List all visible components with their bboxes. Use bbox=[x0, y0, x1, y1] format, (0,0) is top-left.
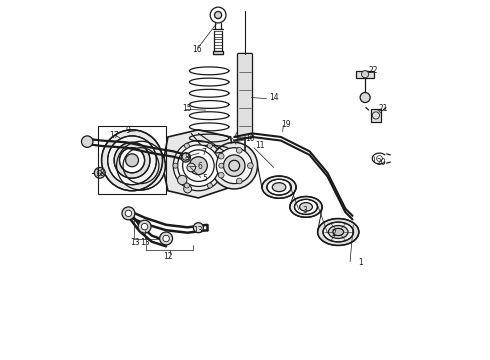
Text: 21: 21 bbox=[378, 104, 388, 113]
Text: 22: 22 bbox=[368, 66, 377, 75]
Circle shape bbox=[215, 12, 221, 19]
Circle shape bbox=[236, 178, 242, 184]
Text: 13: 13 bbox=[130, 238, 139, 247]
Circle shape bbox=[177, 145, 219, 186]
Text: 4: 4 bbox=[234, 132, 239, 141]
Circle shape bbox=[211, 142, 258, 189]
Circle shape bbox=[187, 163, 196, 172]
Ellipse shape bbox=[333, 228, 343, 235]
Circle shape bbox=[173, 140, 223, 191]
Circle shape bbox=[236, 148, 242, 153]
Circle shape bbox=[219, 172, 224, 178]
Ellipse shape bbox=[323, 222, 353, 242]
Ellipse shape bbox=[267, 179, 291, 195]
Circle shape bbox=[114, 142, 150, 178]
Text: 20: 20 bbox=[377, 158, 387, 167]
Text: 6: 6 bbox=[197, 162, 202, 171]
Ellipse shape bbox=[290, 197, 322, 217]
Polygon shape bbox=[163, 130, 234, 198]
Circle shape bbox=[184, 143, 190, 148]
Circle shape bbox=[81, 136, 93, 147]
Circle shape bbox=[223, 155, 245, 176]
Text: 18: 18 bbox=[95, 169, 104, 178]
Ellipse shape bbox=[294, 199, 318, 215]
Circle shape bbox=[141, 224, 148, 230]
Circle shape bbox=[207, 183, 212, 188]
Text: 5: 5 bbox=[202, 174, 207, 183]
Ellipse shape bbox=[272, 183, 286, 192]
Text: 15: 15 bbox=[183, 104, 192, 113]
Text: 7: 7 bbox=[201, 148, 206, 157]
Circle shape bbox=[160, 232, 172, 245]
Bar bbox=[213, 51, 223, 54]
Circle shape bbox=[108, 136, 156, 185]
Circle shape bbox=[122, 207, 135, 220]
Circle shape bbox=[138, 220, 151, 233]
Circle shape bbox=[194, 223, 203, 233]
Circle shape bbox=[117, 141, 166, 190]
Text: 10: 10 bbox=[245, 134, 255, 143]
Circle shape bbox=[362, 71, 368, 78]
Bar bbox=[370, 109, 381, 122]
Text: 2: 2 bbox=[331, 229, 336, 238]
Circle shape bbox=[184, 185, 192, 193]
Text: 16: 16 bbox=[192, 45, 201, 54]
Circle shape bbox=[184, 183, 190, 188]
FancyBboxPatch shape bbox=[238, 53, 252, 138]
Text: 11: 11 bbox=[255, 141, 265, 150]
Text: 19: 19 bbox=[281, 120, 291, 129]
Circle shape bbox=[219, 153, 224, 159]
Text: 3: 3 bbox=[302, 206, 307, 215]
Circle shape bbox=[360, 93, 370, 103]
Circle shape bbox=[190, 157, 207, 175]
Circle shape bbox=[181, 153, 191, 162]
Circle shape bbox=[177, 175, 187, 185]
Circle shape bbox=[163, 235, 170, 242]
Circle shape bbox=[216, 148, 252, 184]
Text: 13: 13 bbox=[194, 226, 203, 235]
Circle shape bbox=[120, 148, 145, 173]
Bar bbox=[98, 126, 166, 194]
Ellipse shape bbox=[262, 176, 296, 198]
Ellipse shape bbox=[318, 219, 359, 246]
Circle shape bbox=[101, 130, 163, 191]
Circle shape bbox=[173, 163, 178, 168]
Ellipse shape bbox=[328, 226, 348, 238]
Text: 8: 8 bbox=[185, 153, 190, 162]
Text: 17: 17 bbox=[109, 131, 119, 140]
Bar bbox=[356, 71, 374, 78]
Circle shape bbox=[95, 167, 105, 178]
Text: 14: 14 bbox=[269, 93, 279, 102]
Text: 1: 1 bbox=[358, 258, 363, 267]
Text: 12: 12 bbox=[163, 252, 172, 261]
Text: 13: 13 bbox=[141, 238, 150, 247]
Circle shape bbox=[219, 163, 224, 168]
Circle shape bbox=[182, 153, 190, 160]
Circle shape bbox=[207, 143, 212, 148]
Text: 9: 9 bbox=[126, 126, 131, 135]
Circle shape bbox=[247, 163, 253, 168]
Ellipse shape bbox=[299, 203, 313, 211]
Circle shape bbox=[125, 154, 139, 167]
Circle shape bbox=[125, 210, 132, 217]
